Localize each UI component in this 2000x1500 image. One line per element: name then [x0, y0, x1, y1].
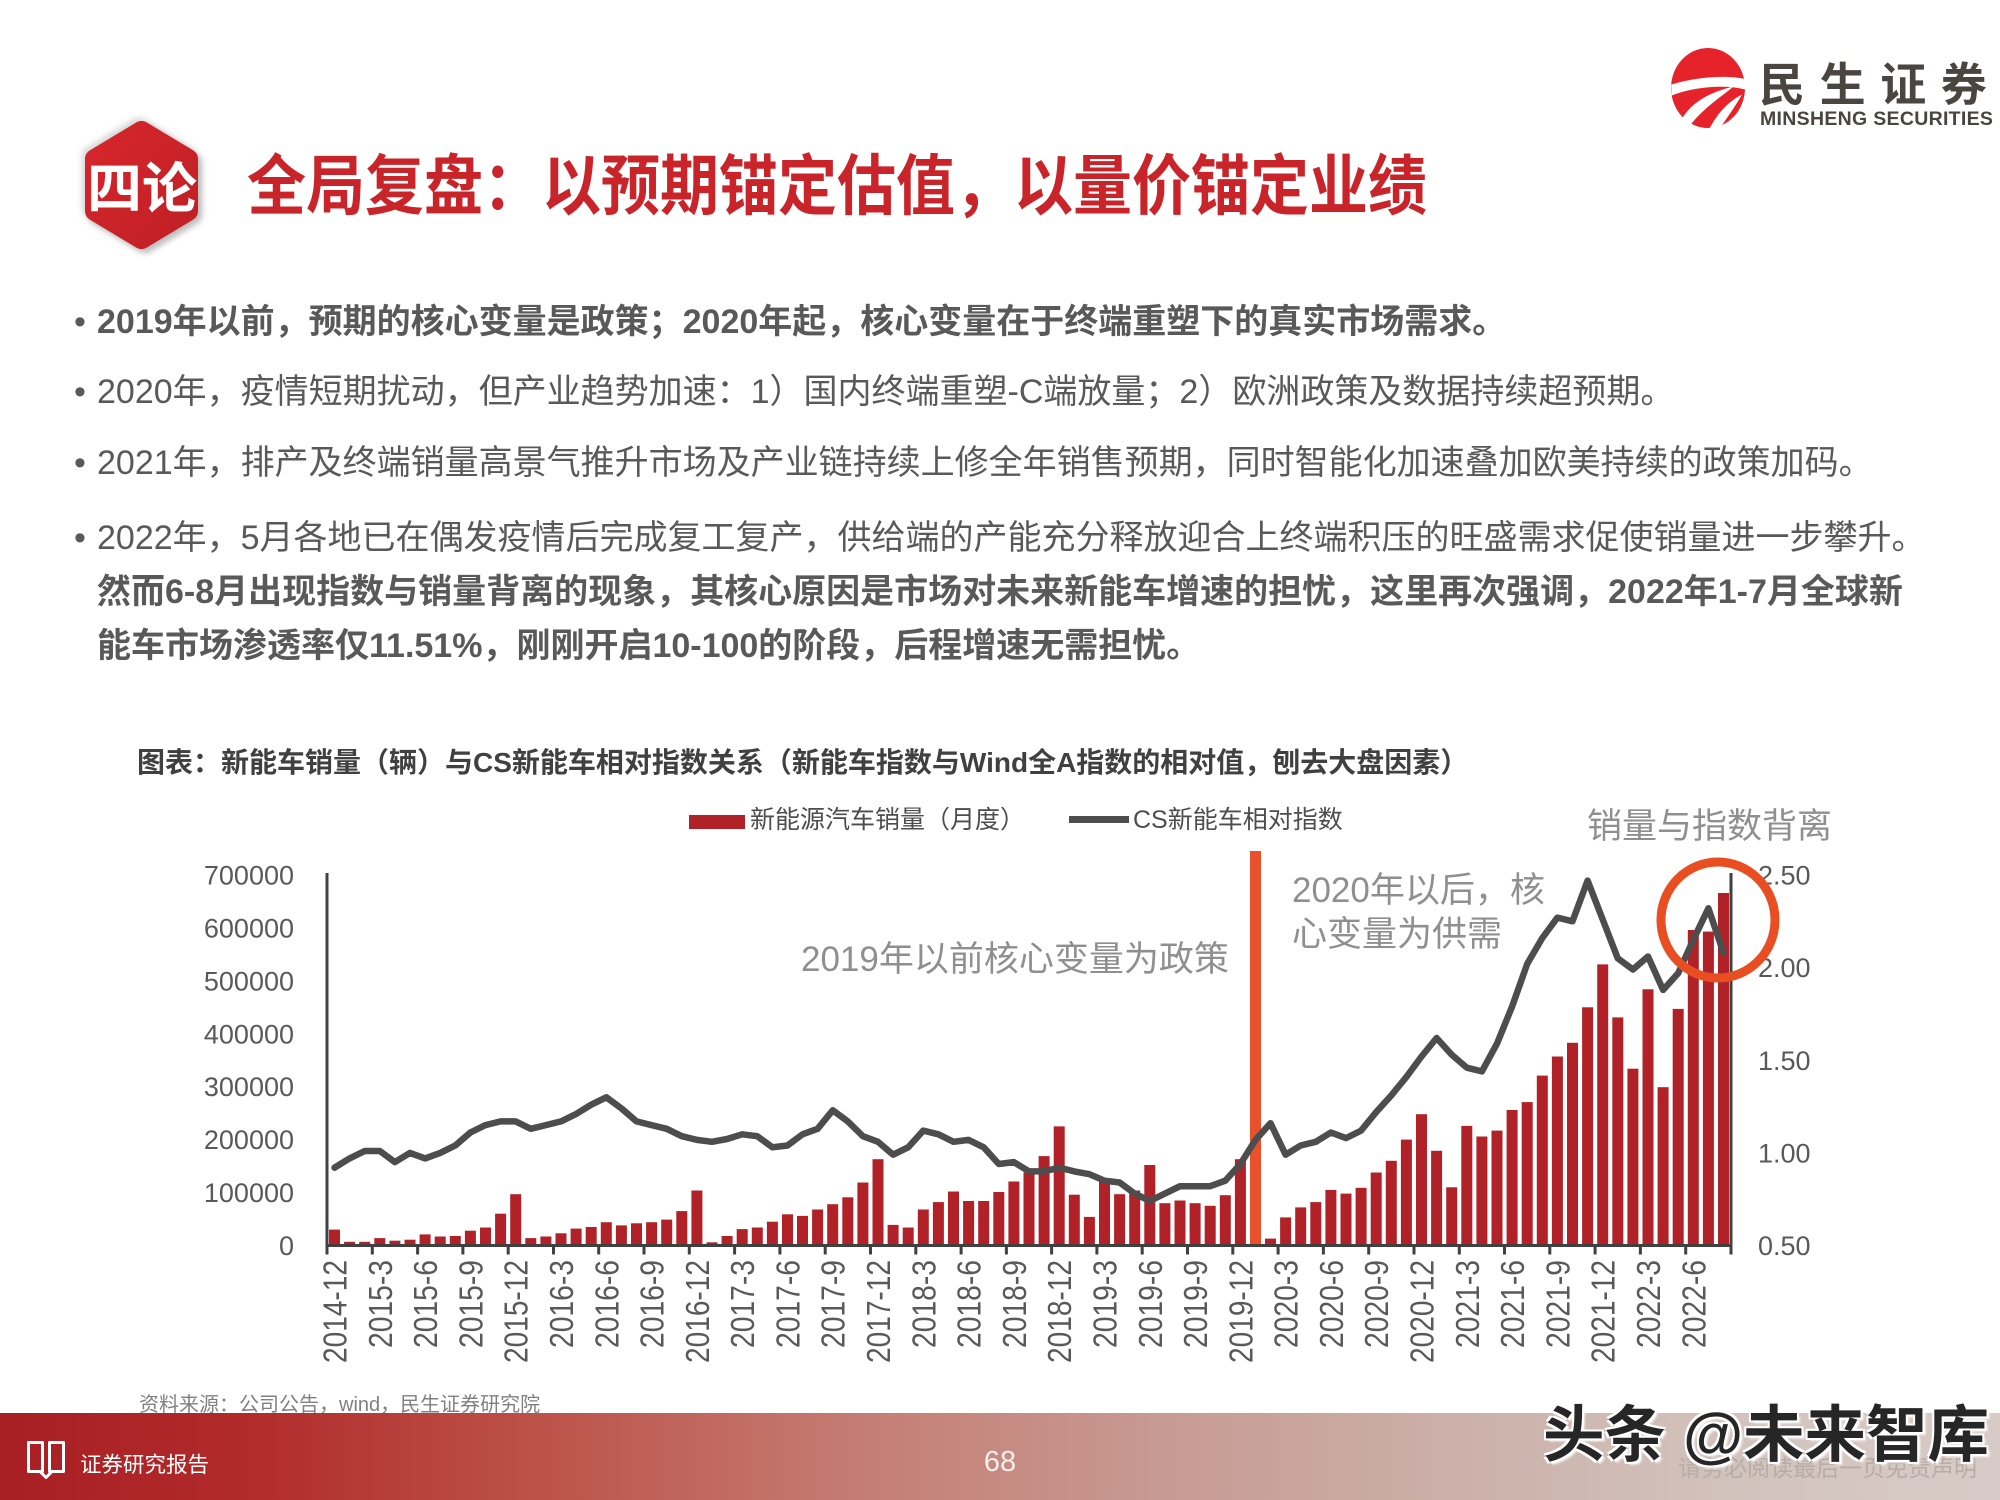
svg-text:2018-3: 2018-3: [905, 1260, 942, 1348]
svg-text:2018-9: 2018-9: [996, 1260, 1033, 1348]
svg-text:0: 0: [279, 1231, 294, 1261]
svg-text:400000: 400000: [204, 1019, 294, 1049]
svg-text:100000: 100000: [204, 1178, 294, 1208]
svg-text:2020-9: 2020-9: [1358, 1260, 1395, 1348]
svg-text:2021-6: 2021-6: [1494, 1260, 1531, 1348]
svg-text:700000: 700000: [204, 861, 294, 891]
svg-text:200000: 200000: [204, 1125, 294, 1155]
svg-text:2017-9: 2017-9: [815, 1260, 852, 1348]
svg-text:2017-3: 2017-3: [724, 1260, 761, 1348]
svg-text:600000: 600000: [204, 913, 294, 943]
svg-text:2019-3: 2019-3: [1087, 1260, 1124, 1348]
svg-text:四论: 四论: [87, 158, 197, 220]
svg-text:2020-3: 2020-3: [1268, 1260, 1305, 1348]
svg-text:2019-6: 2019-6: [1132, 1260, 1169, 1348]
svg-text:2019-12: 2019-12: [1222, 1260, 1259, 1363]
svg-text:2015-3: 2015-3: [362, 1260, 399, 1348]
svg-text:2021-12: 2021-12: [1585, 1260, 1622, 1363]
svg-text:2014-12: 2014-12: [317, 1260, 354, 1363]
svg-text:2016-12: 2016-12: [679, 1260, 716, 1363]
svg-text:2016-9: 2016-9: [634, 1260, 671, 1348]
svg-text:2015-6: 2015-6: [407, 1260, 444, 1348]
svg-text:2021-9: 2021-9: [1539, 1260, 1576, 1348]
svg-text:2018-6: 2018-6: [951, 1260, 988, 1348]
svg-text:2020-6: 2020-6: [1313, 1260, 1350, 1348]
svg-text:500000: 500000: [204, 966, 294, 996]
svg-text:2020-12: 2020-12: [1404, 1260, 1441, 1363]
svg-text:2016-3: 2016-3: [543, 1260, 580, 1348]
svg-text:1.50: 1.50: [1758, 1046, 1811, 1076]
svg-text:0.50: 0.50: [1758, 1231, 1811, 1261]
svg-text:2015-12: 2015-12: [498, 1260, 535, 1363]
svg-text:2019-9: 2019-9: [1177, 1260, 1214, 1348]
svg-text:2017-12: 2017-12: [860, 1260, 897, 1363]
svg-text:2018-12: 2018-12: [1041, 1260, 1078, 1363]
svg-text:2021-3: 2021-3: [1449, 1260, 1486, 1348]
svg-text:2022-6: 2022-6: [1675, 1260, 1712, 1348]
svg-text:2016-6: 2016-6: [588, 1260, 625, 1348]
svg-text:2017-6: 2017-6: [770, 1260, 807, 1348]
svg-text:2022-3: 2022-3: [1630, 1260, 1667, 1348]
svg-text:300000: 300000: [204, 1072, 294, 1102]
svg-text:2015-9: 2015-9: [452, 1260, 489, 1348]
svg-text:1.00: 1.00: [1758, 1138, 1811, 1168]
